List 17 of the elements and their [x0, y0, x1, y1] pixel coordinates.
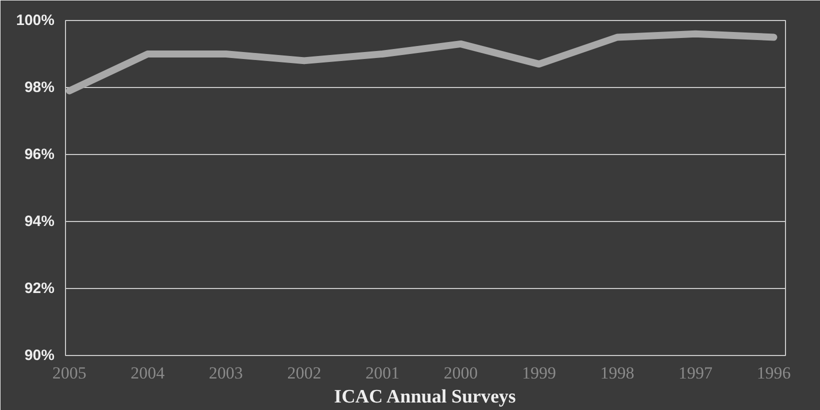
x-tick-label: 2001	[365, 364, 400, 382]
y-tick-label: 98%	[24, 79, 55, 96]
y-tick-label: 96%	[24, 146, 55, 163]
x-tick-label: 1998	[600, 364, 634, 382]
y-tick-label: 92%	[24, 280, 55, 297]
x-tick-label: 1996	[756, 364, 791, 382]
y-tick-label: 94%	[24, 213, 55, 230]
x-axis-title: ICAC Annual Surveys	[334, 386, 516, 408]
x-tick-label: 2004	[130, 364, 166, 382]
y-tick-label: 100%	[16, 12, 55, 29]
x-tick-label: 1997	[678, 364, 713, 382]
y-tick-label: 90%	[24, 347, 55, 364]
x-tick-label: 2002	[287, 364, 322, 382]
x-tick-label: 2005	[52, 364, 86, 382]
x-tick-label: 2003	[208, 364, 243, 382]
x-tick-label: 2000	[444, 364, 478, 382]
x-tick-label: 1999	[522, 364, 556, 382]
